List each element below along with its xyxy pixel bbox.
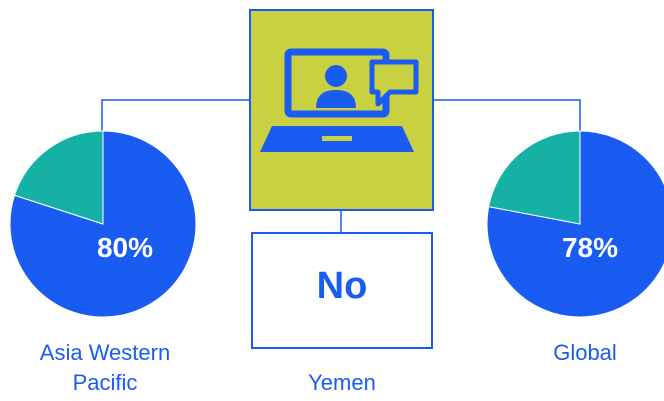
person-head [325, 65, 347, 87]
value-label: 80% [96, 232, 154, 263]
pie-title: Asia Western Pacific [39, 340, 171, 395]
icon-box [249, 9, 434, 211]
pie-slice [486, 130, 664, 318]
person-body [316, 90, 356, 108]
pie-slice [13, 130, 104, 225]
value-label: 78% [561, 232, 619, 263]
touchpad [322, 136, 352, 141]
answer-box [251, 232, 433, 349]
answer-value: No [316, 265, 368, 307]
connector-right [433, 99, 581, 132]
connector-left [101, 99, 250, 132]
answer-label: Yemen [308, 370, 376, 395]
pie-title: Global [553, 340, 617, 365]
connectors [101, 99, 581, 233]
laptop-icon [260, 48, 419, 152]
pie-slice [488, 130, 581, 225]
speech-bubble [369, 59, 419, 107]
